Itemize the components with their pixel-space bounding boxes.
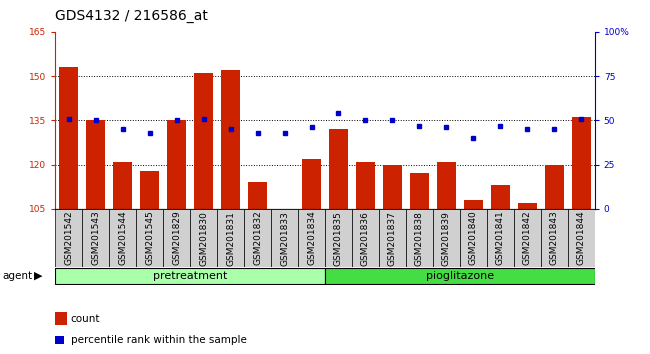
Bar: [302, 159, 321, 209]
Bar: [487, 209, 514, 267]
Bar: [514, 209, 541, 267]
Text: agent: agent: [2, 271, 32, 281]
Text: GSM201544: GSM201544: [118, 211, 127, 266]
Text: percentile rank within the sample: percentile rank within the sample: [71, 335, 247, 345]
Text: GSM201844: GSM201844: [577, 211, 586, 266]
Bar: [298, 209, 325, 267]
Bar: [55, 209, 83, 267]
Text: GSM201542: GSM201542: [64, 211, 73, 266]
Bar: [163, 209, 190, 267]
Bar: [545, 165, 564, 209]
Text: GSM201839: GSM201839: [442, 211, 451, 266]
Bar: [140, 171, 159, 209]
Bar: [82, 209, 109, 267]
Bar: [86, 120, 105, 209]
Bar: [491, 185, 510, 209]
Bar: [352, 209, 379, 267]
Text: count: count: [71, 314, 100, 324]
Text: GSM201545: GSM201545: [145, 211, 154, 266]
Bar: [356, 162, 375, 209]
Text: GSM201543: GSM201543: [91, 211, 100, 266]
Text: pioglitazone: pioglitazone: [426, 271, 494, 281]
Bar: [410, 173, 429, 209]
Bar: [244, 209, 271, 267]
Text: ▶: ▶: [34, 271, 42, 281]
Text: GSM201830: GSM201830: [199, 211, 208, 266]
Bar: [325, 209, 352, 267]
Bar: [518, 203, 537, 209]
Bar: [190, 209, 217, 267]
Bar: [194, 73, 213, 209]
Text: GSM201836: GSM201836: [361, 211, 370, 266]
Text: GSM201831: GSM201831: [226, 211, 235, 266]
Bar: [221, 70, 240, 209]
Bar: [383, 165, 402, 209]
Bar: [167, 120, 186, 209]
Text: GSM201838: GSM201838: [415, 211, 424, 266]
Bar: [541, 209, 568, 267]
Bar: [460, 209, 487, 267]
Bar: [568, 209, 595, 267]
Text: GSM201841: GSM201841: [496, 211, 505, 266]
Bar: [433, 209, 460, 267]
Bar: [113, 162, 132, 209]
Bar: [248, 182, 267, 209]
Text: GSM201842: GSM201842: [523, 211, 532, 266]
Bar: [464, 200, 483, 209]
Bar: [271, 209, 298, 267]
Bar: [217, 209, 244, 267]
Bar: [59, 67, 78, 209]
Text: pretreatment: pretreatment: [153, 271, 228, 281]
Bar: [55, 268, 325, 284]
Text: GSM201834: GSM201834: [307, 211, 316, 266]
Text: GSM201843: GSM201843: [550, 211, 559, 266]
Text: GSM201833: GSM201833: [280, 211, 289, 266]
Text: GSM201829: GSM201829: [172, 211, 181, 266]
Bar: [109, 209, 136, 267]
Text: GSM201835: GSM201835: [334, 211, 343, 266]
Bar: [572, 118, 591, 209]
Bar: [325, 268, 595, 284]
Text: GSM201837: GSM201837: [388, 211, 397, 266]
Bar: [406, 209, 433, 267]
Text: GSM201840: GSM201840: [469, 211, 478, 266]
Bar: [136, 209, 163, 267]
Text: GSM201832: GSM201832: [253, 211, 262, 266]
Text: GDS4132 / 216586_at: GDS4132 / 216586_at: [55, 9, 208, 23]
Bar: [437, 162, 456, 209]
Bar: [379, 209, 406, 267]
Bar: [329, 129, 348, 209]
